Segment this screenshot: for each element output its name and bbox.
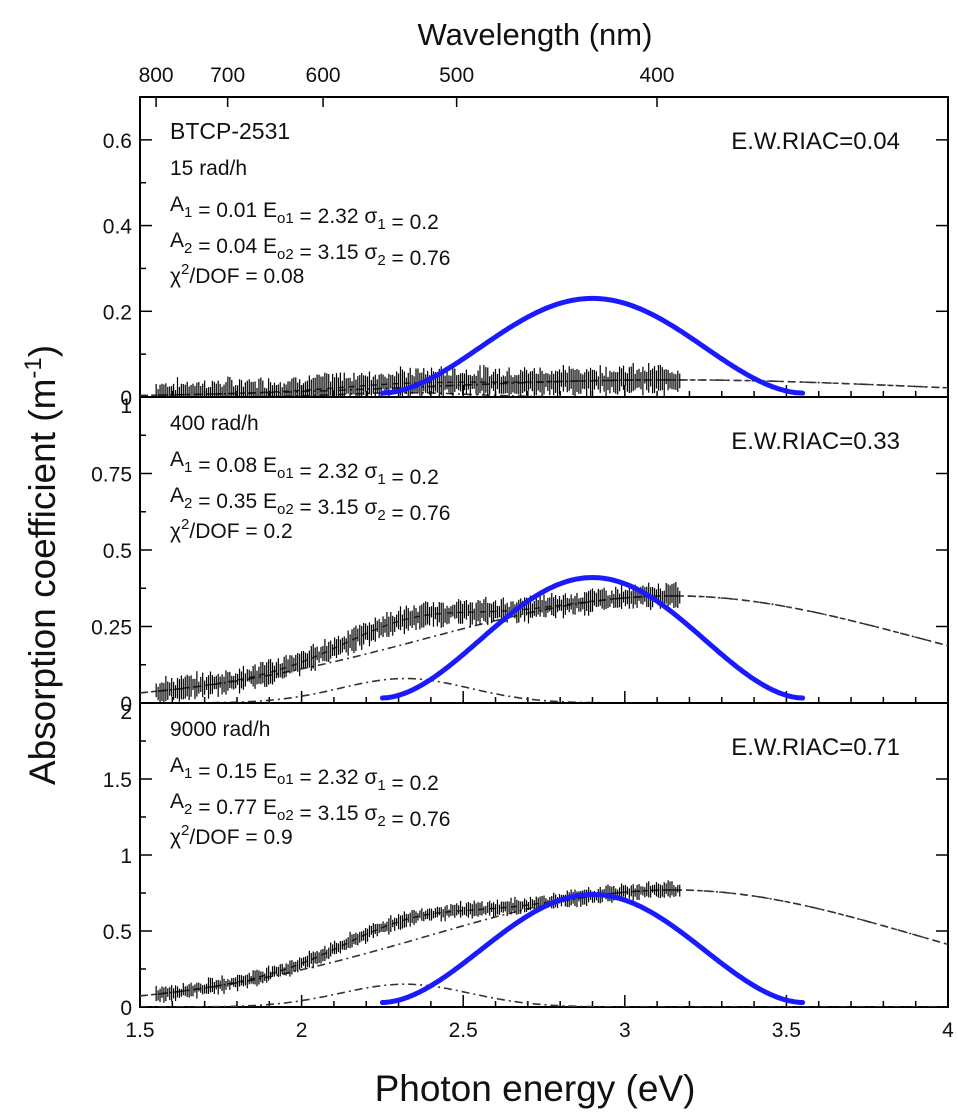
fit-params-1: A1 = 0.01 Eo1 = 2.32 σ1 = 0.2 [170,193,439,234]
fit-params-2: A2 = 0.35 Eo2 = 3.15 σ2 = 0.76 [170,484,450,525]
y-tick-label: 0 [120,997,132,1020]
dose-label: 15 rad/h [170,157,247,180]
riac-label: E.W.RIAC=0.04 [731,128,900,155]
y-axis-title: Absorption coefficient (m-1) [20,345,63,785]
x-tick-label: 2.5 [449,1019,478,1042]
panel-3: 0 0.5 1 1.5 2 9000 rad/h A1 = 0.15 Eo1 = 2.32 … [103,701,948,1020]
fit-component-1 [140,984,948,1007]
sample-label: BTCP-2531 [170,118,290,144]
y-tick-label: 0.6 [103,130,132,153]
measured-data [156,880,680,1002]
x-tick-label: 1.5 [125,1019,154,1042]
bottom-energy-axis: 1.5 2 2.5 3 3.5 4 [125,1019,954,1042]
chi-square-label: χ2/DOF = 0.08 [170,261,304,288]
y-tick-label: 0.4 [103,216,133,239]
y-tick-label: 1.5 [103,769,132,792]
dose-label: 400 rad/h [170,412,259,435]
y-tick-label: 0.5 [103,921,132,944]
riac-label: E.W.RIAC=0.33 [731,428,900,455]
top-wavelength-axis: 800 700 600 500 400 [139,64,675,107]
fit-params-2: A2 = 0.77 Eo2 = 3.15 σ2 = 0.76 [170,790,450,831]
y-axis-title-close: ) [22,345,63,357]
top-tick-label: 600 [306,64,341,87]
y-tick-label: 0.2 [103,301,132,324]
x-tick-label: 4 [942,1019,954,1042]
top-axis-title: Wavelength (nm) [418,17,653,52]
panels: 0 0.2 0.4 0.6 BTCP-2531 15 rad/h A1 = 0.01 Eo1… [91,97,948,1020]
x-tick-label: 3 [619,1019,631,1042]
top-tick-label: 700 [210,64,245,87]
fit-params-2: A2 = 0.04 Eo2 = 3.15 σ2 = 0.76 [170,229,450,270]
plot-area [140,578,948,704]
y-tick-label: 0.25 [91,617,132,640]
top-tick-label: 800 [139,64,174,87]
x-axis-title: Photon energy (eV) [375,1068,696,1109]
riac-label: E.W.RIAC=0.71 [731,734,900,761]
plot-area [140,298,948,411]
y-tick-label: 0.75 [91,464,132,487]
chi-square-label: χ2/DOF = 0.9 [170,822,293,849]
measured-data [156,363,680,412]
y-axis-title-exp: -1 [20,357,47,378]
x-tick-label: 3.5 [772,1019,801,1042]
top-tick-label: 400 [639,64,674,87]
dose-label: 9000 rad/h [170,718,270,741]
y-tick-label: 2 [120,701,132,724]
chi-square-label: χ2/DOF = 0.2 [170,516,293,543]
x-tick-label: 2 [296,1019,308,1042]
y-axis-title-main: Absorption coefficient (m [22,379,63,786]
y-tick-label: 1 [120,845,132,868]
plot-area [140,880,948,1007]
fit-params-1: A1 = 0.08 Eo1 = 2.32 σ1 = 0.2 [170,448,439,489]
fit-params-1: A1 = 0.15 Eo1 = 2.32 σ1 = 0.2 [170,754,439,795]
y-tick-label: 1 [120,395,132,418]
y-tick-label: 0.5 [103,540,132,563]
top-tick-label: 500 [439,64,474,87]
